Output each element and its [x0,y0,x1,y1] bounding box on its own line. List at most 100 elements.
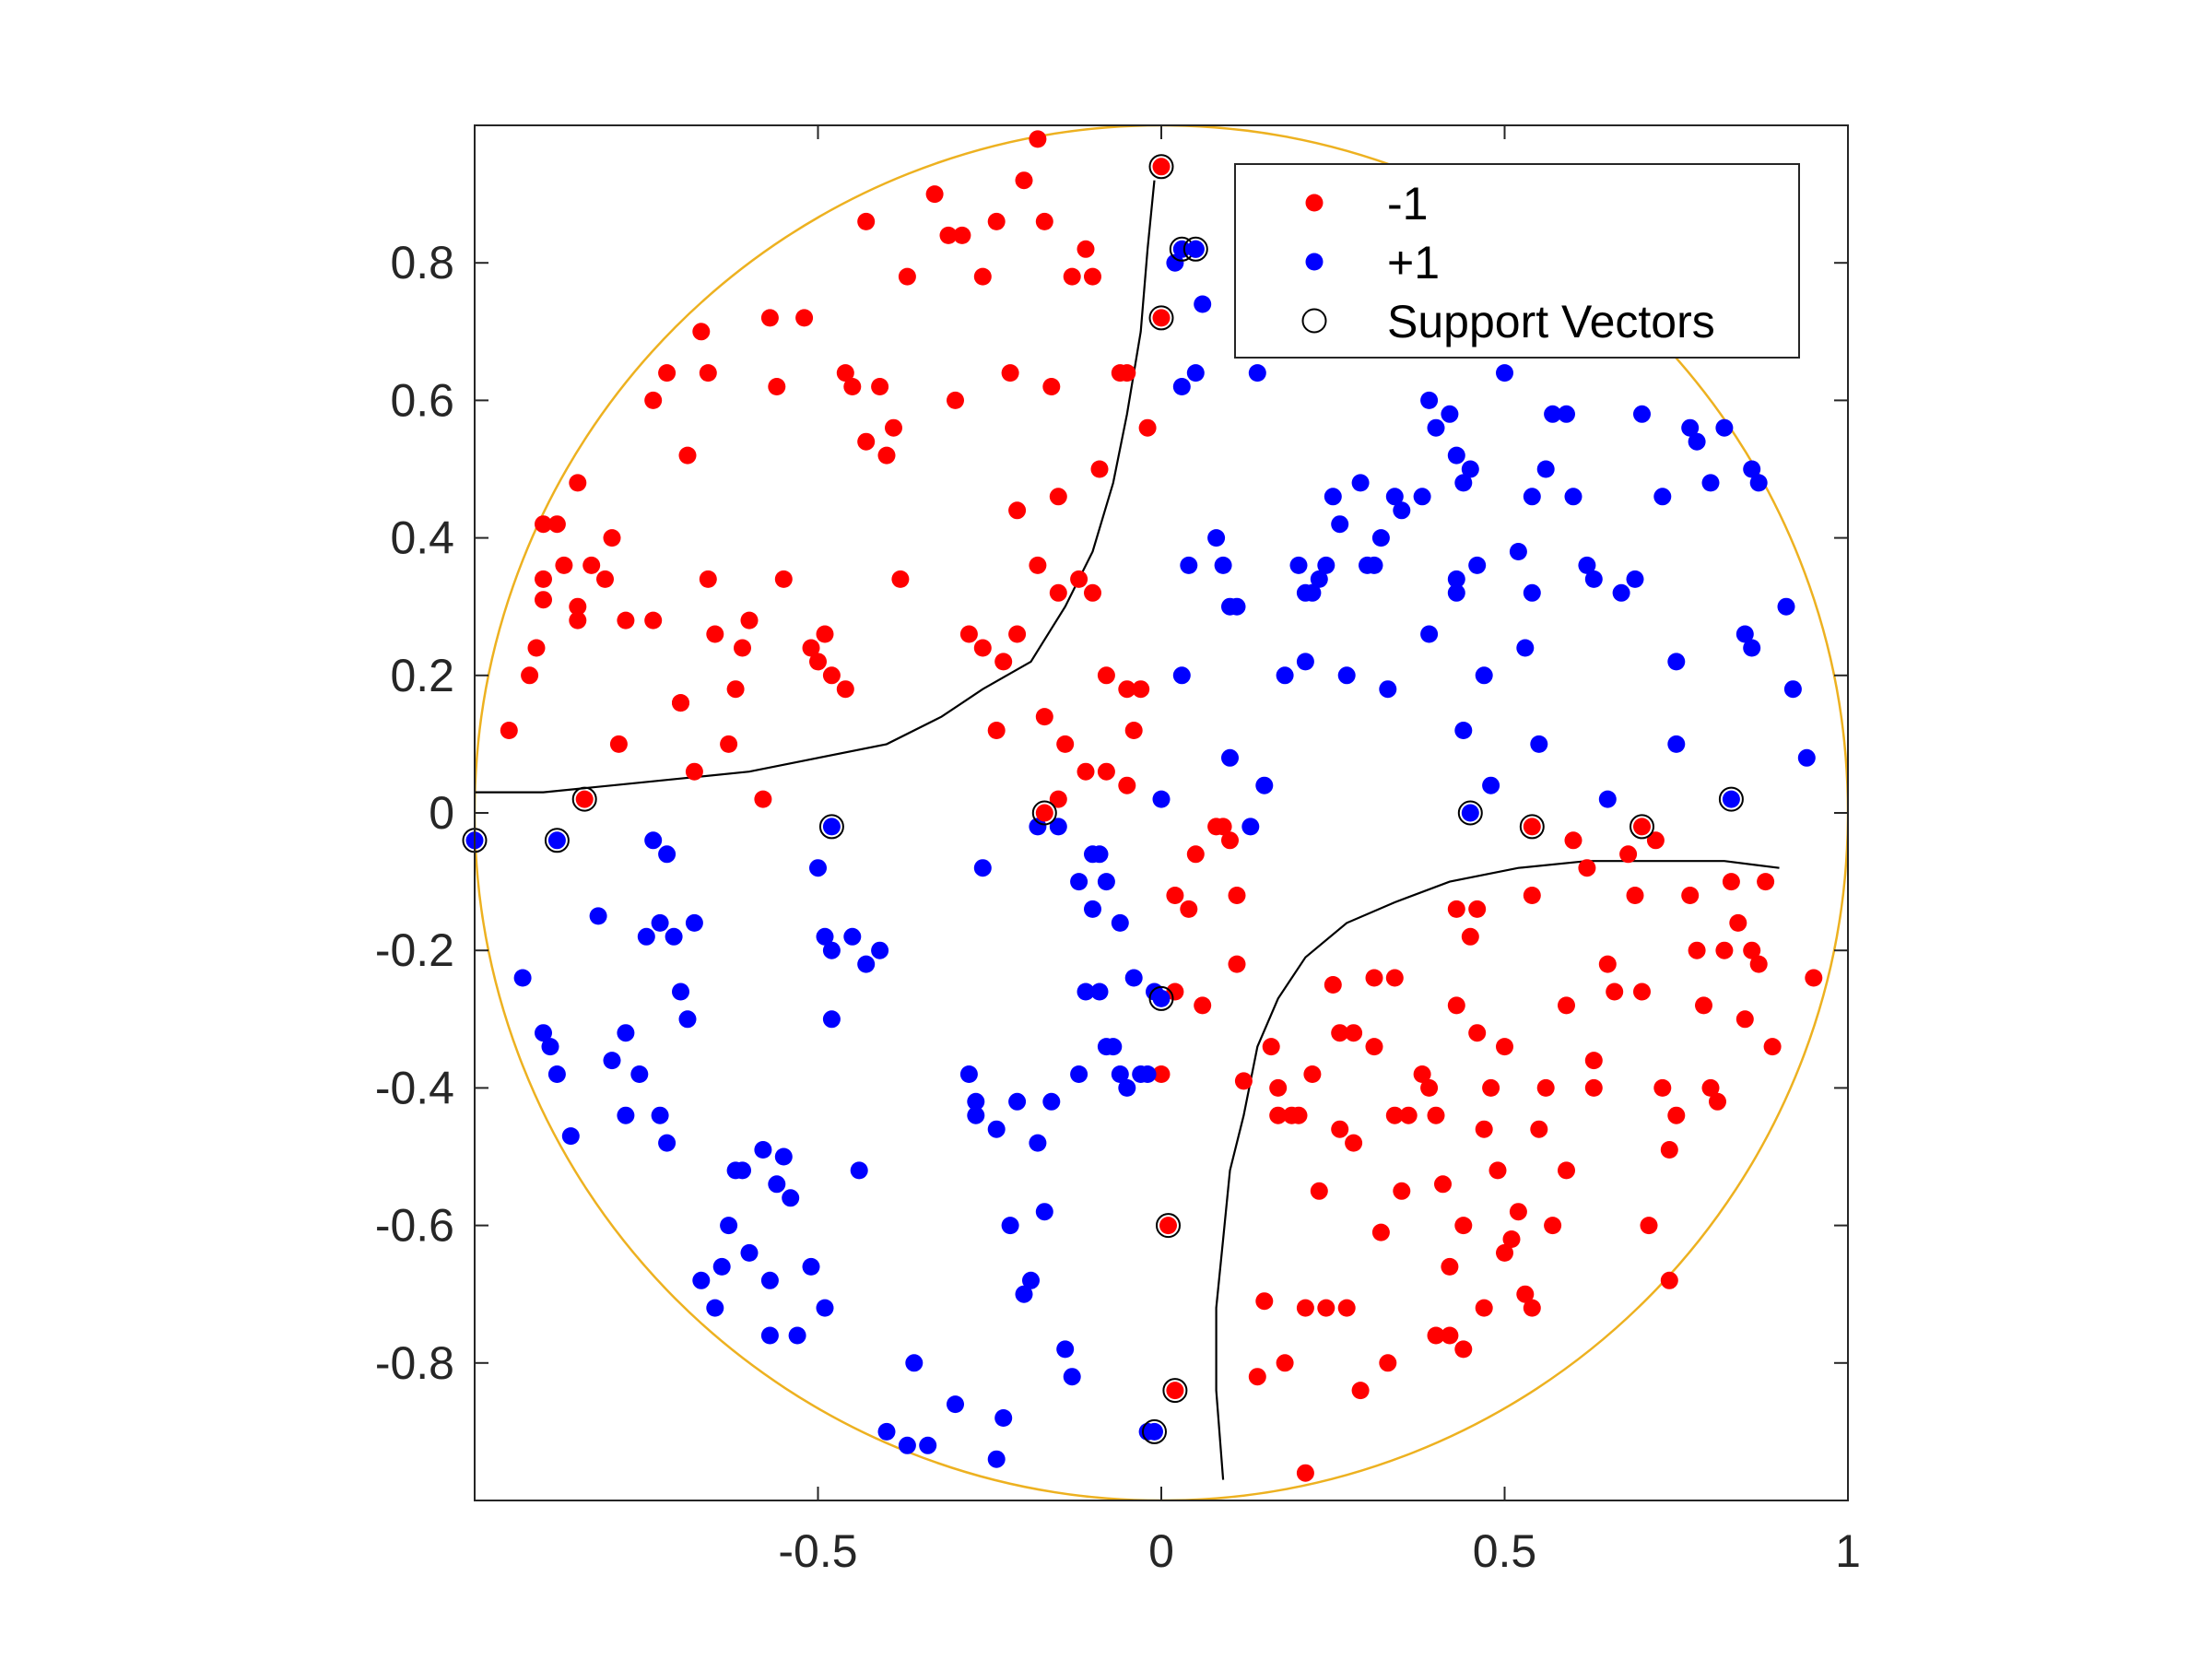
decision-boundary-upper-left [475,180,1156,794]
point-class-neg [1420,1078,1439,1097]
point-class-pos [871,941,889,959]
point-class-neg [1152,1065,1171,1083]
legend-box [1234,163,1800,359]
point-class-pos [768,1175,786,1194]
point-class-neg [1475,1299,1493,1317]
point-class-pos [760,1271,779,1289]
point-class-neg [1523,1299,1541,1317]
support-vector-point [1523,818,1541,836]
point-class-pos [1743,460,1761,478]
point-class-neg [1008,501,1027,520]
point-class-neg [1757,873,1775,891]
point-class-pos [1516,639,1535,657]
point-class-neg [836,680,854,699]
point-class-neg [1653,1078,1672,1097]
point-class-neg [535,591,552,609]
point-class-pos [898,1436,916,1454]
point-class-neg [1084,267,1101,286]
point-class-neg [857,212,876,230]
point-class-pos [1138,1065,1157,1083]
point-class-neg [959,625,978,643]
point-class-neg [1640,1217,1658,1235]
point-class-neg [527,639,546,657]
point-class-neg [973,267,992,286]
point-class-neg [706,625,724,643]
point-class-pos [754,1141,772,1159]
point-class-pos [1777,597,1795,616]
point-class-neg [1194,996,1212,1015]
point-class-neg [699,570,717,588]
point-class-pos [535,1024,552,1042]
point-class-pos [905,1354,924,1372]
point-class-pos [1558,405,1575,423]
point-class-neg [1269,1078,1288,1097]
point-class-neg [1598,955,1617,973]
point-class-pos [1276,666,1294,685]
point-class-neg [1530,1120,1548,1138]
point-class-neg [1035,708,1053,726]
point-class-pos [1468,556,1487,574]
x-tick-label: 0 [1148,1525,1174,1577]
point-class-neg [1385,969,1404,987]
point-class-neg [1296,1464,1314,1482]
point-class-neg [1805,969,1823,987]
point-class-pos [1797,748,1816,767]
point-class-neg [1124,722,1143,739]
point-class-neg [1365,1038,1383,1056]
point-class-neg [1502,1230,1521,1248]
point-class-neg [1688,941,1706,959]
support-vector-marker [818,814,844,840]
point-class-neg [547,515,566,534]
legend-label: -1 [1387,178,1428,229]
support-vector-marker [1148,305,1174,331]
point-class-neg [1118,680,1136,699]
point-class-neg [1015,171,1033,190]
decision-boundary-lower-right [1215,860,1780,1480]
point-class-pos [919,1436,937,1454]
point-class-pos [1063,1368,1081,1386]
point-class-pos [1626,570,1644,588]
point-class-neg [1468,1024,1487,1042]
point-class-neg [768,378,786,395]
point-class-neg [734,639,751,657]
support-vector-point [1152,158,1171,176]
point-class-neg [1035,212,1053,230]
y-tick-label: -0.2 [375,924,454,976]
y-tick-label: -0.4 [375,1062,454,1113]
point-class-neg [720,735,738,753]
point-class-pos [822,941,841,959]
point-class-pos [1303,583,1322,602]
support-vector-marker [1162,1378,1188,1404]
legend-marker-support-vectors [1301,308,1327,334]
point-class-pos [947,1395,964,1414]
point-class-pos [1029,1134,1047,1152]
point-class-pos [1715,418,1734,437]
point-class-pos [734,1161,751,1180]
point-class-neg [644,391,663,409]
point-class-pos [547,1065,566,1083]
point-class-pos [816,1299,834,1317]
support-vector-marker [1718,786,1744,812]
point-class-neg [1454,1217,1473,1235]
point-class-pos [1090,982,1109,1001]
point-class-pos [1667,653,1686,671]
point-class-neg [1180,900,1198,918]
point-class-neg [582,556,601,574]
point-class-neg [603,529,621,547]
support-vector-point [1461,804,1479,822]
point-class-pos [1118,1078,1136,1097]
point-class-neg [1337,1299,1356,1317]
point-class-neg [795,309,814,327]
point-class-neg [1077,762,1095,781]
legend-label: +1 [1387,237,1440,288]
point-class-neg [1660,1141,1678,1159]
support-vector-point [1166,1382,1184,1400]
point-class-pos [1331,515,1349,534]
point-class-neg [1001,364,1019,382]
point-class-neg [1461,927,1479,946]
point-class-pos [1447,446,1465,465]
point-class-pos [1482,776,1500,794]
point-class-neg [1393,1182,1411,1200]
point-class-neg [1365,969,1383,987]
point-class-neg [1269,1106,1288,1124]
